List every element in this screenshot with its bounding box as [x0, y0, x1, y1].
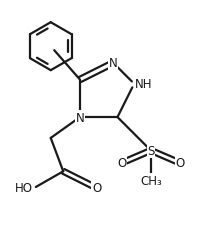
Text: NH: NH [135, 78, 153, 91]
Text: O: O [117, 157, 126, 170]
Text: S: S [147, 144, 155, 157]
Text: N: N [75, 111, 84, 124]
Text: N: N [109, 57, 118, 70]
Text: O: O [175, 157, 185, 170]
Text: O: O [92, 182, 101, 195]
Text: CH₃: CH₃ [140, 174, 162, 187]
Text: HO: HO [15, 182, 33, 195]
